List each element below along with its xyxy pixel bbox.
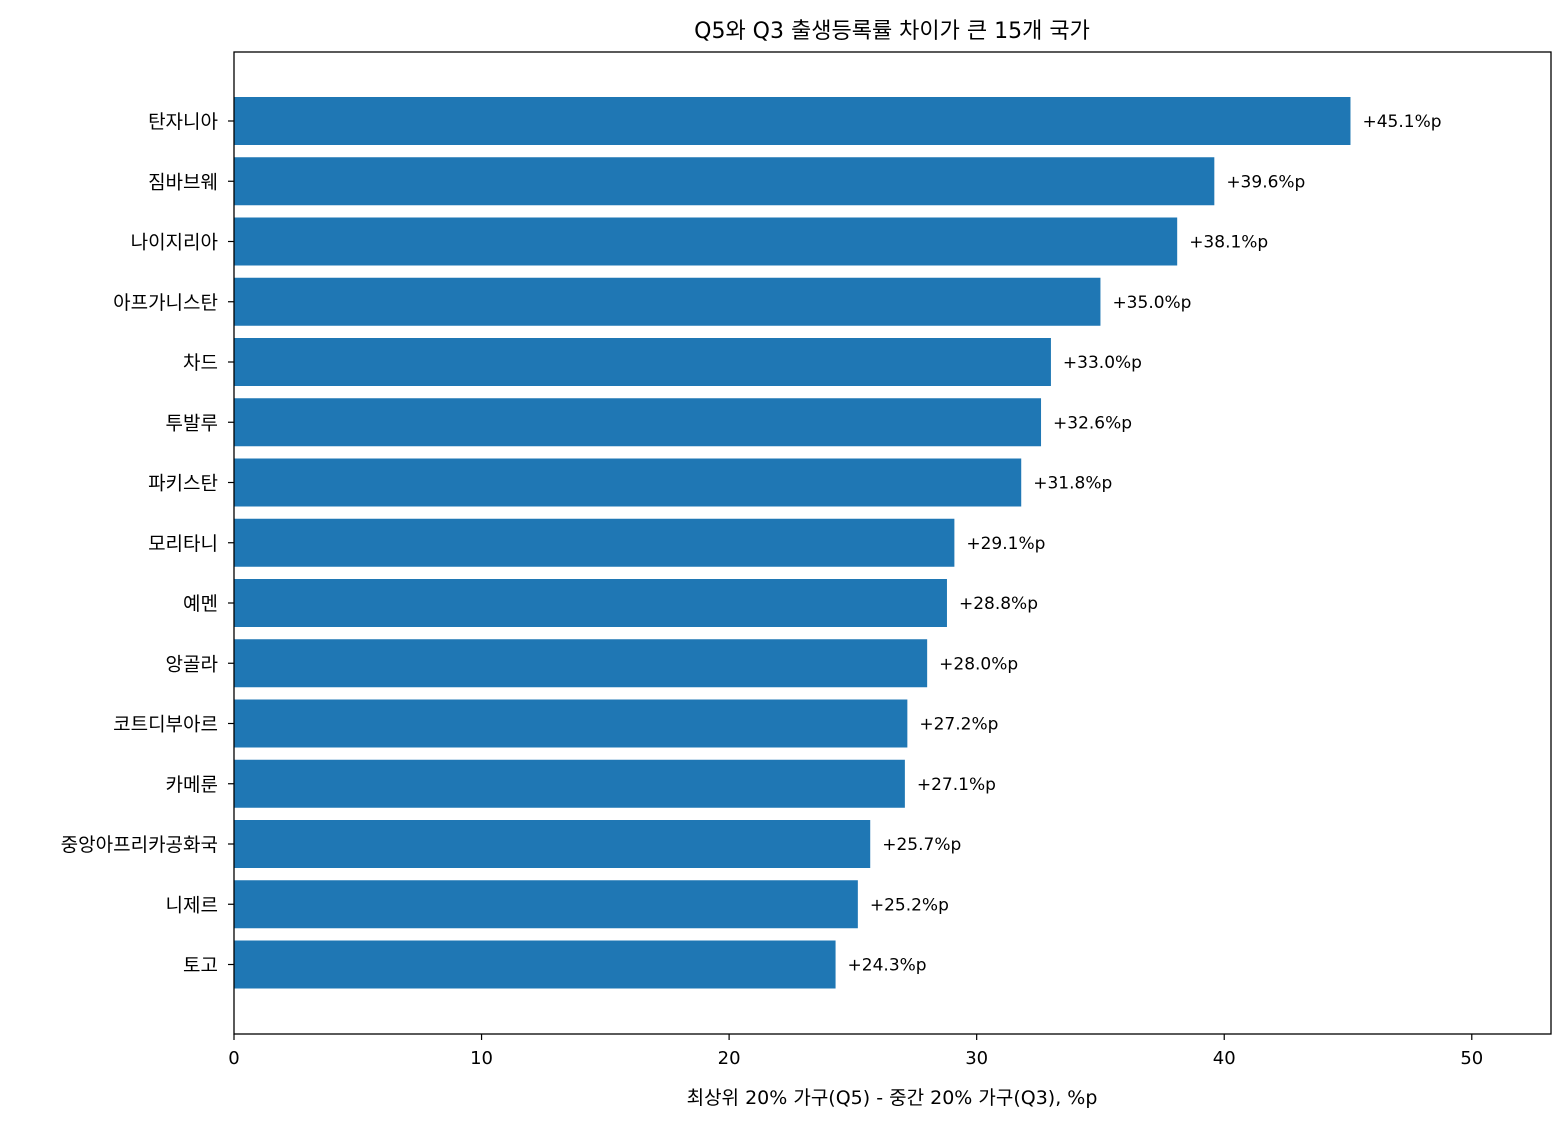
- plot-frame: [233, 51, 1552, 1035]
- data-label: +45.1%p: [1362, 112, 1441, 132]
- category-label: 카메룬: [166, 774, 218, 796]
- data-label: +38.1%p: [1189, 233, 1268, 253]
- data-label: +27.2%p: [919, 715, 998, 735]
- bar: [234, 639, 928, 688]
- bar: [234, 759, 905, 808]
- bar: [234, 880, 858, 929]
- data-labels: +45.1%p +39.6%p +38.1%p +35.0%p +33.0%p +32.6…: [848, 112, 1442, 976]
- data-label: +29.1%p: [966, 534, 1045, 554]
- bar: [234, 699, 908, 748]
- category-label: 차드: [183, 352, 218, 374]
- data-label: +39.6%p: [1226, 172, 1305, 192]
- data-label: +25.2%p: [870, 895, 949, 915]
- category-label: 짐바브웨: [148, 171, 218, 193]
- bar: [234, 398, 1042, 447]
- bar: [234, 157, 1215, 206]
- category-label: 아프가니스탄: [113, 292, 218, 314]
- category-labels: 탄자니아짐바브웨나이지리아아프가니스탄차드투발루파키스탄모리타니예멘앙골라코트디…: [61, 111, 234, 977]
- bar: [234, 579, 947, 627]
- data-label: +35.0%p: [1112, 293, 1191, 313]
- x-tick-label: 0: [228, 1048, 239, 1069]
- data-label: +25.7%p: [882, 835, 961, 855]
- category-label: 나이지리아: [131, 232, 218, 254]
- bar: [234, 217, 1178, 266]
- data-label: +32.6%p: [1053, 413, 1132, 433]
- bar: [234, 518, 955, 567]
- x-tick-label: 10: [470, 1048, 493, 1069]
- x-tick-label: 20: [718, 1048, 741, 1069]
- x-tick-label: 40: [1213, 1048, 1236, 1069]
- category-label: 니제르: [166, 894, 218, 916]
- category-label: 투발루: [166, 412, 218, 434]
- data-label: +28.0%p: [939, 654, 1018, 674]
- data-label: +31.8%p: [1033, 474, 1112, 494]
- data-label: +24.3%p: [848, 956, 927, 976]
- bars-group: [234, 97, 1351, 989]
- bar: [234, 97, 1351, 145]
- category-label: 앙골라: [166, 653, 218, 675]
- data-label: +28.8%p: [959, 594, 1038, 614]
- bar: [234, 820, 871, 868]
- category-label: 예멘: [183, 593, 218, 615]
- x-tick-label: 50: [1460, 1048, 1483, 1069]
- x-tick-label: 30: [965, 1048, 988, 1069]
- category-label: 코트디부아르: [113, 714, 218, 736]
- bar: [234, 277, 1101, 326]
- bar: [234, 338, 1051, 386]
- category-label: 중앙아프리카공화국: [61, 834, 218, 856]
- category-label: 탄자니아: [148, 111, 218, 133]
- category-label: 파키스탄: [148, 473, 218, 495]
- category-label: 토고: [183, 955, 218, 977]
- category-label: 모리타니: [148, 533, 218, 555]
- x-axis-label: 최상위 20% 가구(Q5) - 중간 20% 가구(Q3), %p: [687, 1087, 1098, 1109]
- data-label: +33.0%p: [1063, 353, 1142, 373]
- bar: [234, 458, 1022, 507]
- x-axis-ticks: 0 10 20 30 40 50: [228, 1034, 1483, 1069]
- chart-title: Q5와 Q3 출생등록률 차이가 큰 15개 국가: [694, 19, 1090, 44]
- data-label: +27.1%p: [917, 775, 996, 795]
- bar: [234, 940, 836, 989]
